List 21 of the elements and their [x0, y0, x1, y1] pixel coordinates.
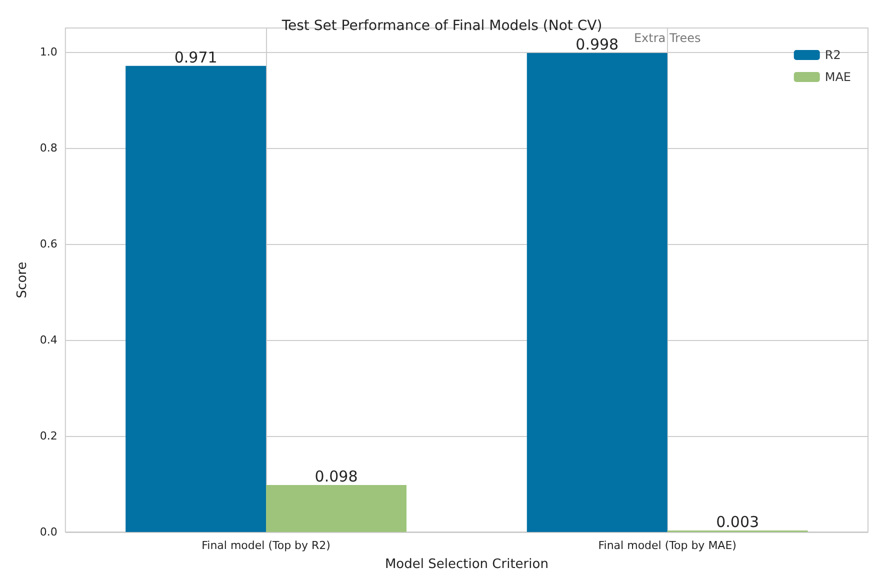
y-tick-label: 0.0 [40, 526, 58, 538]
x-tick-label: Final model (Top by MAE) [598, 539, 736, 552]
bar [526, 52, 668, 532]
y-axis-title: Score [15, 262, 30, 298]
data-label: 0.971 [174, 48, 218, 66]
data-label: 0.098 [314, 467, 358, 486]
data-label: 0.998 [576, 35, 619, 54]
y-tick-label: 0.4 [40, 334, 58, 346]
bar [126, 66, 266, 532]
chart-title: Test Set Performance of Final Models (Not CV) [280, 18, 602, 34]
y-tick-label: 0.6 [40, 238, 58, 250]
x-tick-label: Final model (Top by R2) [202, 539, 330, 552]
y-tick-label: 0.2 [40, 430, 58, 442]
annotation: Extra Trees [634, 31, 701, 45]
y-tick-label: 1.0 [40, 46, 58, 58]
legend-label: MAE [824, 70, 852, 84]
y-tick-label: 0.8 [40, 142, 58, 154]
x-axis-title: Model Selection Criterion [384, 557, 548, 572]
legend-label: R2 [824, 48, 841, 62]
bar [266, 484, 406, 532]
data-label: 0.003 [716, 513, 760, 532]
